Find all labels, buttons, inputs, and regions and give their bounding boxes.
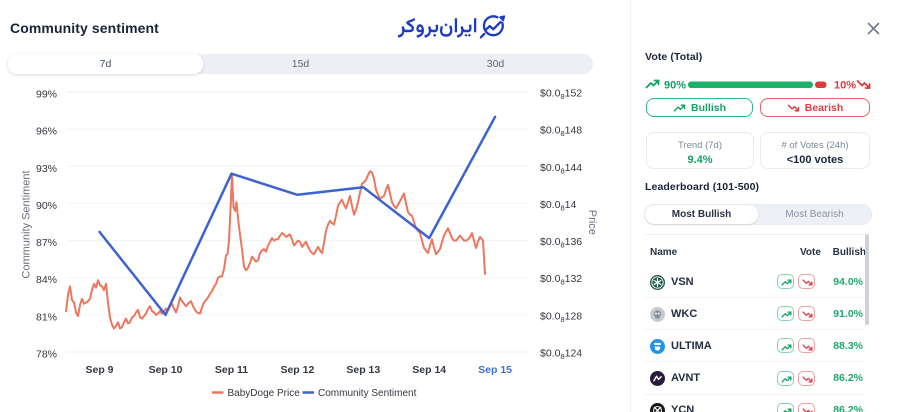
svg-text:BabyDoge Price: BabyDoge Price — [228, 388, 301, 399]
svg-text:Sep 9: Sep 9 — [85, 364, 113, 376]
svg-text:$0.0814: $0.0814 — [540, 199, 576, 213]
svg-text:Community Sentiment: Community Sentiment — [318, 388, 417, 399]
svg-text:$0.08152: $0.08152 — [540, 88, 582, 102]
svg-text:$0.08132: $0.08132 — [540, 273, 582, 287]
svg-text:Sep 12: Sep 12 — [280, 364, 314, 376]
svg-text:87%: 87% — [36, 237, 57, 249]
svg-text:Price: Price — [586, 210, 598, 235]
svg-text:$0.08144: $0.08144 — [540, 162, 582, 176]
svg-text:90%: 90% — [36, 200, 57, 212]
svg-text:96%: 96% — [36, 126, 57, 138]
svg-text:81%: 81% — [36, 311, 57, 323]
svg-text:93%: 93% — [36, 163, 57, 175]
svg-text:10%: 10% — [834, 80, 856, 92]
svg-text:Sep 15: Sep 15 — [478, 364, 512, 376]
svg-text:Sep 10: Sep 10 — [149, 364, 183, 376]
svg-text:90%: 90% — [664, 80, 686, 92]
svg-text:$0.08128: $0.08128 — [540, 310, 582, 324]
svg-text:$0.08148: $0.08148 — [540, 125, 582, 139]
svg-text:84%: 84% — [36, 274, 57, 286]
svg-text:Community Sentiment: Community Sentiment — [21, 170, 33, 278]
svg-text:$0.08124: $0.08124 — [540, 348, 582, 362]
svg-text:99%: 99% — [36, 89, 57, 101]
svg-text:Sep 11: Sep 11 — [215, 364, 248, 376]
svg-text:Sep 14: Sep 14 — [412, 364, 446, 376]
svg-text:Sep 13: Sep 13 — [346, 364, 380, 376]
svg-text:78%: 78% — [36, 349, 57, 361]
svg-text:$0.08136: $0.08136 — [540, 236, 582, 250]
